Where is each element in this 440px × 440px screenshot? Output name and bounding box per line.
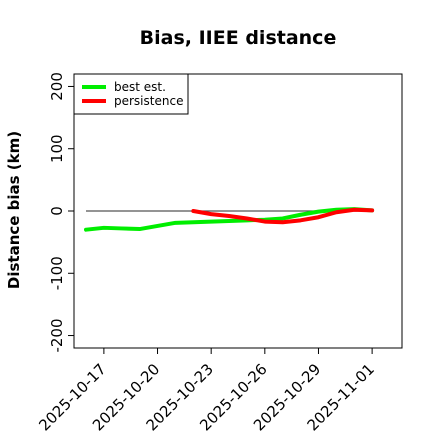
y-tick-label: 200 bbox=[48, 72, 66, 101]
legend-label: best est. bbox=[114, 80, 166, 94]
y-axis-label: Distance bias (km) bbox=[5, 131, 23, 289]
series-layer bbox=[84, 207, 375, 232]
x-axis: 2025-10-172025-10-202025-10-232025-10-26… bbox=[35, 348, 378, 434]
y-tick-label: 0 bbox=[48, 206, 66, 216]
y-tick-label: -100 bbox=[48, 256, 66, 290]
y-tick-label: 100 bbox=[48, 134, 66, 163]
legend: best est.persistence bbox=[73, 73, 189, 115]
series-line-persistence bbox=[191, 207, 375, 225]
series-line-best-est bbox=[84, 207, 375, 232]
y-tick-label: -200 bbox=[48, 319, 66, 353]
y-axis: -200 -100 0 100 200 bbox=[48, 72, 74, 353]
chart-title: Bias, IIEE distance bbox=[140, 27, 337, 49]
legend-box bbox=[73, 73, 189, 115]
legend-label: persistence bbox=[114, 94, 183, 108]
